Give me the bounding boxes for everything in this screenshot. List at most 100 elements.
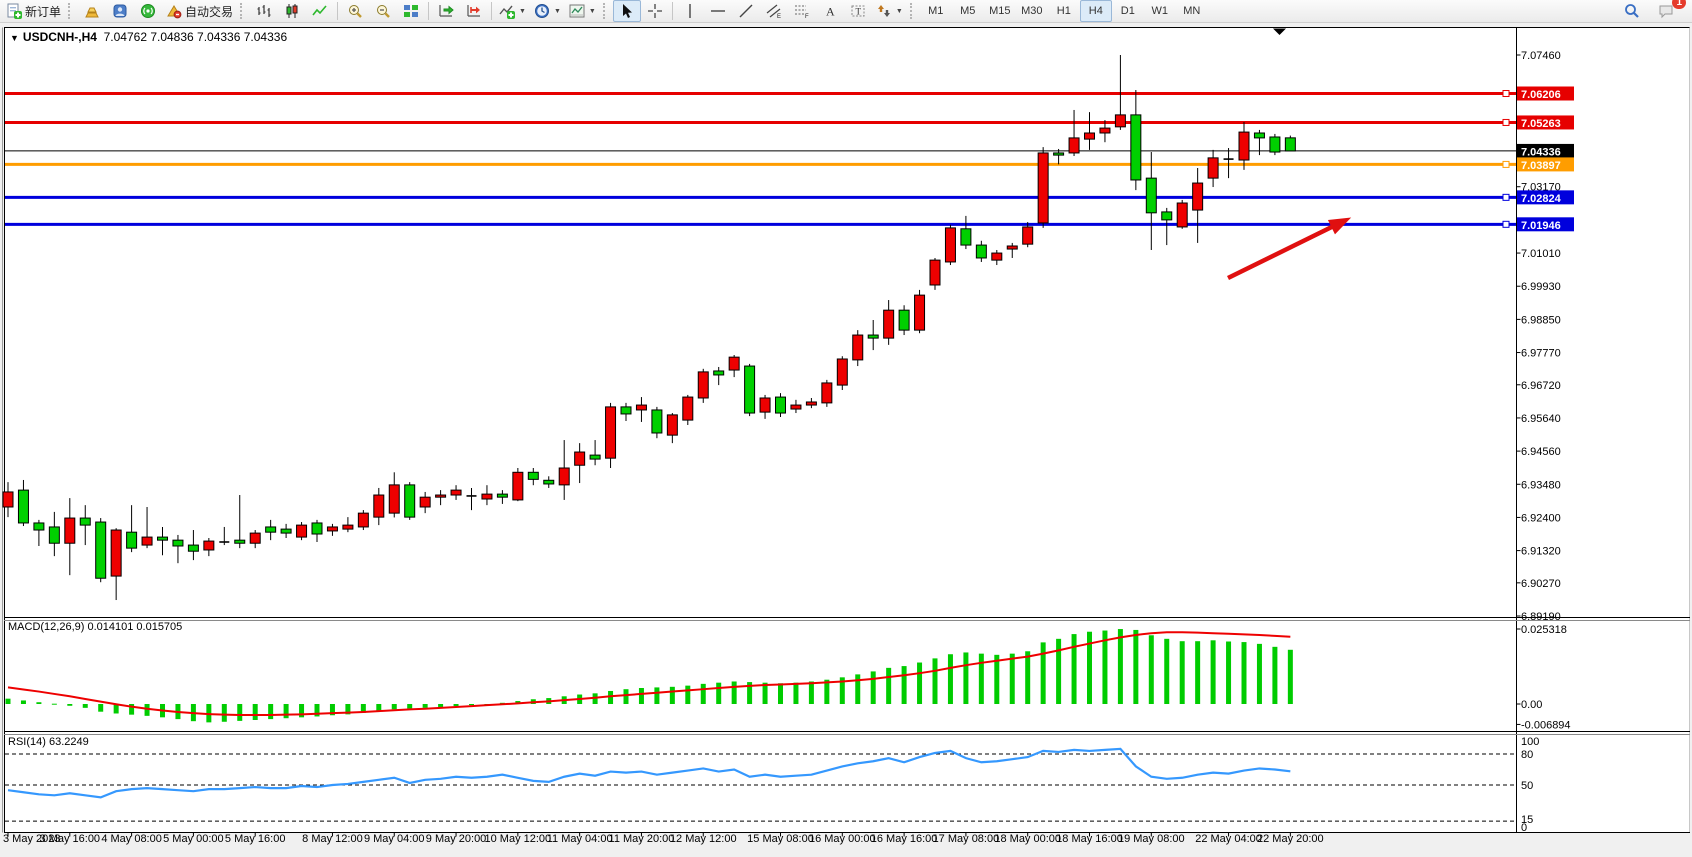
- candle-bull: [1084, 132, 1095, 140]
- time-axis-label: 12 May 12:00: [670, 833, 737, 845]
- price-label-badge: [1517, 115, 1574, 130]
- vertical-line-tool-button[interactable]: [676, 0, 704, 22]
- timeframe-d1-button[interactable]: D1: [1120, 5, 1135, 17]
- auto-scroll-button[interactable]: [432, 0, 460, 22]
- candle-bear: [496, 493, 508, 498]
- candle-bull: [1068, 137, 1080, 154]
- line-handle[interactable]: [1502, 193, 1510, 201]
- channel-icon: E: [766, 4, 781, 19]
- candle-bear: [1253, 132, 1265, 139]
- vertical-line-icon: [689, 4, 691, 18]
- candle-bear: [280, 528, 292, 534]
- horizontal-line-tool-button[interactable]: [704, 0, 732, 22]
- auto-scroll-icon: [439, 5, 454, 17]
- templates-button[interactable]: ▼: [565, 0, 600, 22]
- bar-chart-button[interactable]: [250, 0, 278, 22]
- chevron-down-icon: ▼: [553, 7, 561, 15]
- macd-histogram-bar: [808, 681, 814, 704]
- arrows-tool-button[interactable]: ▼: [872, 0, 907, 22]
- profile-button[interactable]: [106, 0, 134, 22]
- macd-histogram-bar: [778, 683, 783, 704]
- candle-bear: [126, 531, 138, 549]
- time-axis-label: 16 May 00:00: [809, 833, 876, 845]
- timeframe-m1-button[interactable]: M1: [928, 5, 944, 17]
- candle-bull: [373, 494, 385, 518]
- signal-button[interactable]: [134, 0, 162, 22]
- macd-histogram-bar: [407, 704, 413, 709]
- trendline-tool-button[interactable]: [732, 0, 760, 22]
- timeframe-m30-button[interactable]: M30: [1021, 5, 1043, 17]
- timeframe-m15-button[interactable]: M15: [989, 5, 1011, 17]
- toolbar-grip: [602, 3, 608, 19]
- label-tool-button[interactable]: T: [844, 0, 872, 22]
- candle-bull: [1006, 245, 1018, 250]
- candle-bear: [651, 409, 663, 434]
- macd-histogram-bar: [947, 654, 953, 704]
- zoom-out-button[interactable]: [369, 0, 397, 22]
- timeframe-mn-button[interactable]: MN: [1183, 5, 1201, 17]
- zoom-in-icon: [349, 5, 362, 18]
- fibonacci-tool-button[interactable]: F: [788, 0, 816, 22]
- collapse-triangle-icon[interactable]: ▼: [10, 33, 19, 43]
- candle-bear: [543, 479, 555, 485]
- candle-bull: [1207, 157, 1219, 179]
- zoom-in-button[interactable]: [341, 0, 369, 22]
- timeframe-h4-button[interactable]: H4: [1079, 0, 1112, 22]
- candle-bull: [2, 491, 14, 508]
- notifications-button[interactable]: 1: [1652, 0, 1686, 22]
- chat-icon: [1659, 5, 1673, 19]
- candle-bull: [64, 517, 76, 544]
- line-handle[interactable]: [1502, 90, 1510, 98]
- line-handle[interactable]: [1502, 160, 1510, 168]
- line-handle[interactable]: [1502, 118, 1510, 126]
- candle-bear: [33, 522, 45, 531]
- auto-trading-button[interactable]: 自动交易: [162, 0, 237, 22]
- price-label-badge: [1517, 217, 1574, 232]
- macd-histogram-bar: [1025, 651, 1031, 704]
- periods-button[interactable]: ▼: [530, 0, 565, 22]
- chart-shift-button[interactable]: [460, 0, 488, 22]
- time-axis-label: 3 May 2023: [3, 833, 60, 845]
- chevron-down-icon: ▼: [895, 7, 903, 15]
- line-handle[interactable]: [1502, 220, 1510, 228]
- candle-bear: [1145, 177, 1157, 214]
- macd-histogram-bar: [82, 704, 88, 708]
- line-chart-button[interactable]: [306, 0, 334, 22]
- macd-histogram-bar: [762, 682, 768, 704]
- candle-chart-button[interactable]: [278, 0, 306, 22]
- chart-shift-marker[interactable]: [1273, 28, 1286, 36]
- timeframe-w1-button[interactable]: W1: [1151, 5, 1169, 17]
- trend-arrow-annotation[interactable]: [1227, 223, 1337, 281]
- macd-histogram-bar: [329, 704, 335, 716]
- timeframe-m5-button[interactable]: M5: [960, 5, 976, 17]
- macd-signal-line: [7, 631, 1291, 716]
- channel-tool-button[interactable]: E: [760, 0, 788, 22]
- price-label-badge-text: 7.03897: [1521, 160, 1561, 172]
- trend-arrow-head[interactable]: [1327, 217, 1352, 235]
- gold-bars-button[interactable]: [78, 0, 106, 22]
- price-label-badge-text: 7.04336: [1521, 146, 1561, 158]
- candle-bear: [898, 309, 910, 331]
- crosshair-tool-button[interactable]: [641, 0, 669, 22]
- macd-histogram-bar: [20, 700, 26, 704]
- macd-histogram-bar: [1164, 638, 1170, 704]
- timeframe-h1-button[interactable]: H1: [1056, 5, 1071, 17]
- tile-windows-button[interactable]: [397, 0, 425, 22]
- candle-bull: [1192, 182, 1204, 211]
- candle-bull: [450, 489, 462, 496]
- new-order-button[interactable]: 新订单: [2, 0, 65, 22]
- price-axis-label: 6.89190: [1521, 611, 1561, 623]
- search-button[interactable]: [1618, 0, 1646, 22]
- indicators-button[interactable]: ▼: [495, 0, 530, 22]
- chevron-down-icon: ▼: [588, 7, 596, 15]
- gold-bars-icon: [85, 7, 99, 18]
- macd-histogram-bar: [1056, 638, 1062, 704]
- time-axis-label: 16 May 16:00: [871, 833, 938, 845]
- cursor-tool-button[interactable]: [612, 0, 641, 22]
- macd-histogram-bar: [638, 688, 644, 704]
- candle-bull: [836, 358, 848, 386]
- time-axis-label: 19 May 08:00: [1118, 833, 1185, 845]
- text-tool-button[interactable]: A: [816, 0, 844, 22]
- time-axis-label: 3 May 16:00: [40, 833, 101, 845]
